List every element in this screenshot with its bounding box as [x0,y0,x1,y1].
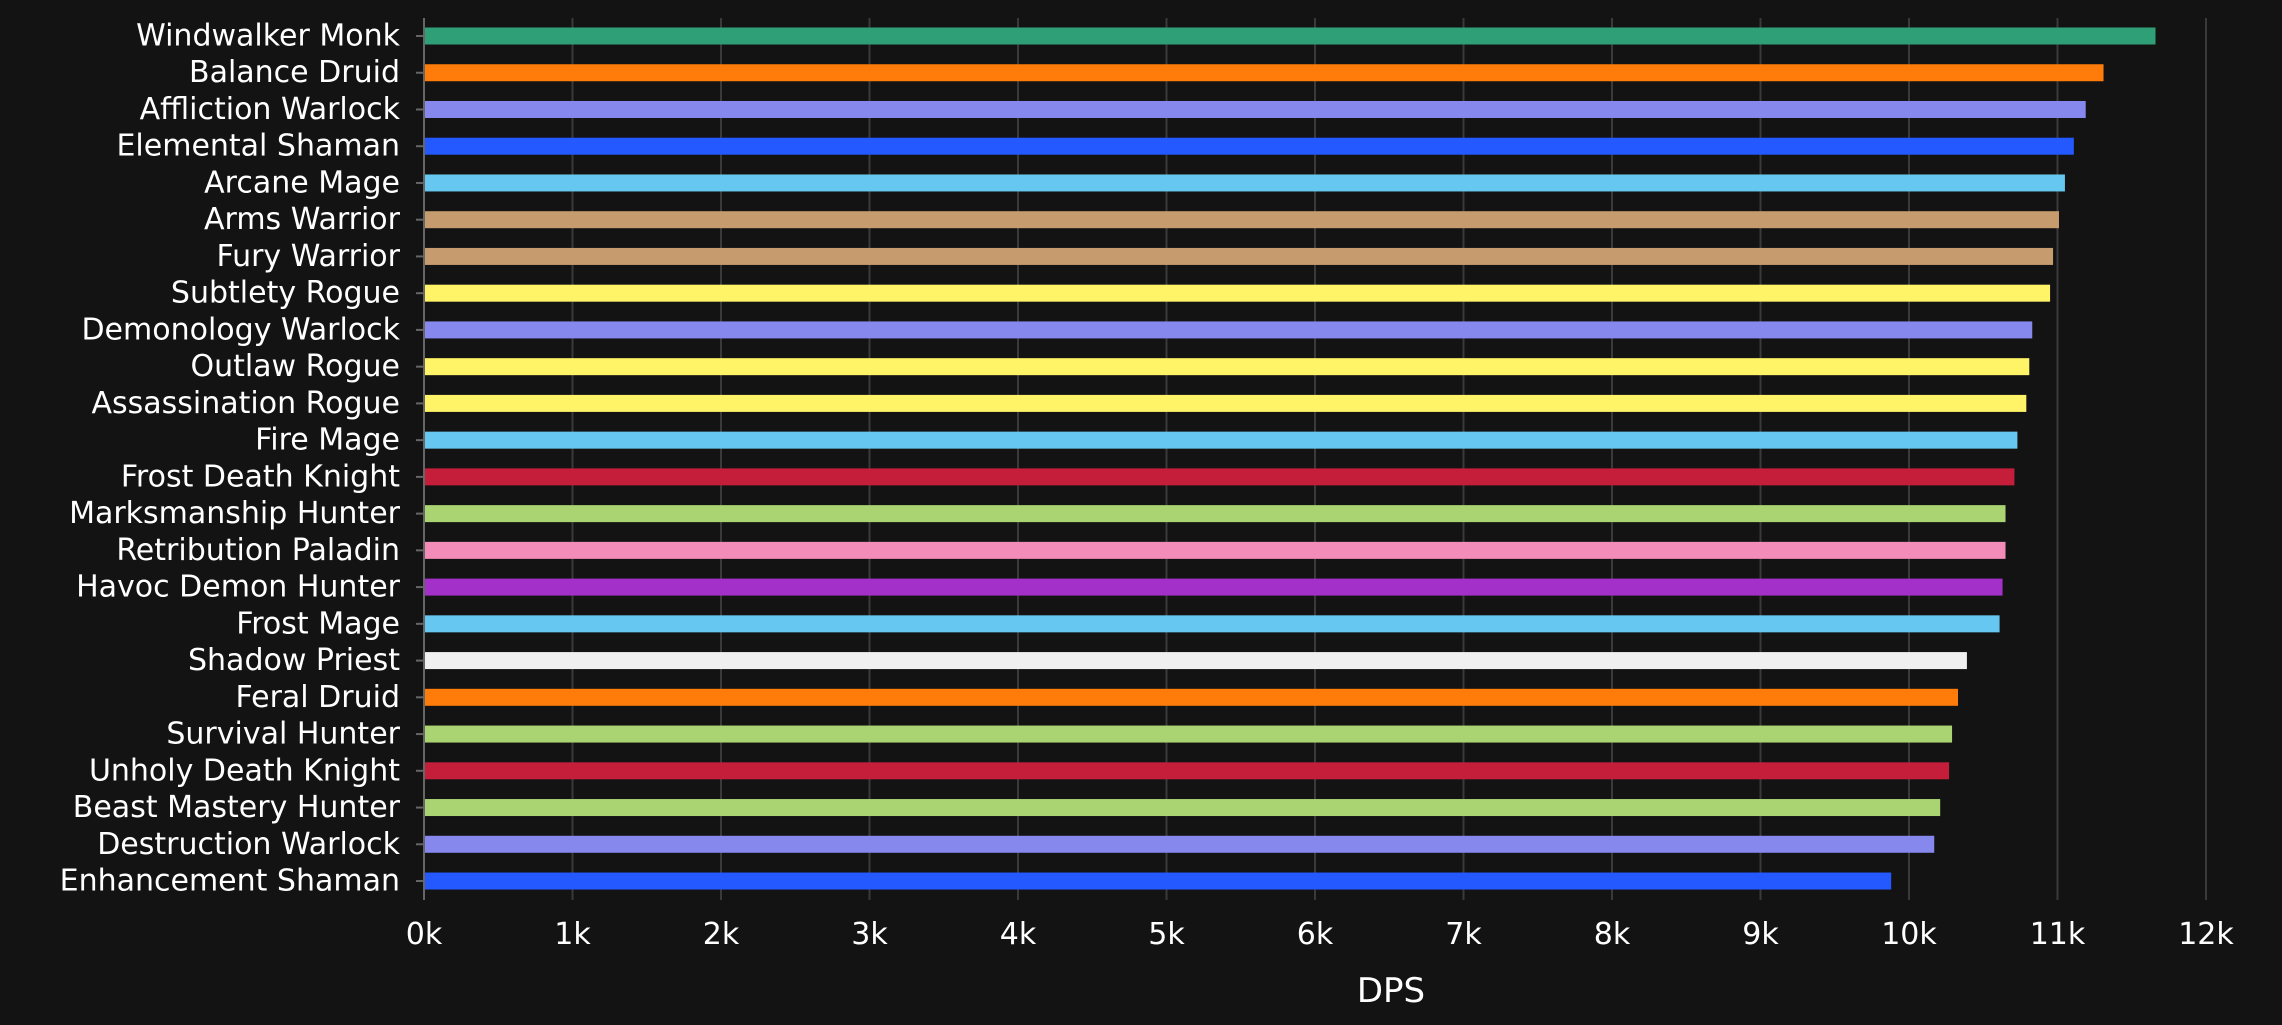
category-label: Fire Mage [255,423,400,458]
bar [424,615,2000,633]
category-label: Enhancement Shaman [60,864,400,899]
bar [424,468,2015,486]
category-label: Destruction Warlock [97,827,400,862]
category-label: Arcane Mage [204,165,400,200]
category-label: Frost Mage [236,606,400,641]
category-label: Marksmanship Hunter [69,496,401,531]
category-label: Frost Death Knight [121,459,400,494]
bar [424,284,2051,302]
x-tick-label: 0k [406,917,443,952]
axes [416,18,425,900]
x-tick-label: 3k [851,917,888,952]
bars [424,27,2156,890]
bar [424,762,1950,780]
bar [424,358,2030,376]
bar [424,100,2086,118]
category-label: Feral Druid [236,680,401,715]
x-tick-label: 5k [1148,917,1185,952]
x-tick-label: 4k [1000,917,1037,952]
bar [424,394,2027,412]
bar [424,799,1941,817]
x-tick-label: 8k [1594,917,1631,952]
bar [424,174,2065,192]
bar [424,872,1892,890]
category-label: Beast Mastery Hunter [73,790,401,825]
category-label: Affliction Warlock [140,92,401,127]
bar [424,27,2156,45]
x-tick-label: 6k [1297,917,1334,952]
category-label: Fury Warrior [216,239,400,274]
category-label: Assassination Rogue [91,386,400,421]
x-tick-labels: 0k 1k 2k 3k 4k 5k 6k 7k 8k 9k 10k 11k 12k [406,917,2235,952]
x-tick-label: 2k [703,917,740,952]
bar [424,211,2059,229]
category-label: Retribution Paladin [116,533,400,568]
bar [424,541,2006,559]
category-label: Windwalker Monk [136,19,401,54]
category-label: Shadow Priest [188,643,400,678]
category-label: Balance Druid [189,55,400,90]
x-axis-title: DPS [1357,971,1425,1011]
bar [424,652,1967,670]
x-tick-label: 12k [2178,917,2234,952]
bar [424,431,2018,449]
x-tick-label: 10k [1881,917,1937,952]
bar [424,505,2006,523]
x-tick-label: 9k [1742,917,1779,952]
category-label: Arms Warrior [204,202,401,237]
category-label: Subtlety Rogue [171,276,400,311]
category-label: Elemental Shaman [116,129,400,164]
bar [424,321,2033,339]
gridlines [571,18,2207,900]
x-tick-label: 7k [1445,917,1482,952]
category-label: Survival Hunter [166,717,400,752]
bar [424,247,2054,265]
bar [424,835,1935,853]
bar [424,137,2074,155]
category-label: Unholy Death Knight [89,753,400,788]
bar [424,725,1953,743]
category-label: Havoc Demon Hunter [76,570,401,605]
category-label: Outlaw Rogue [190,349,400,384]
bar [424,688,1959,706]
x-tick-label: 11k [2030,917,2086,952]
category-label: Demonology Warlock [81,312,400,347]
x-tick-label: 1k [554,917,591,952]
bar [424,64,2104,82]
bar [424,578,2003,596]
